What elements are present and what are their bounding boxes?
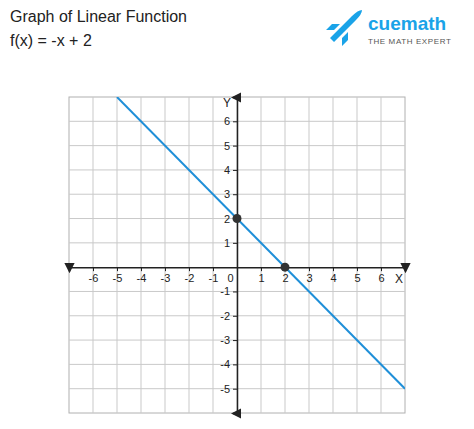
y-tick-mark	[233, 121, 237, 122]
y-tick-mark	[233, 243, 237, 244]
y-tick-mark	[233, 146, 237, 147]
y-tick-mark	[233, 170, 237, 171]
x-tick: -5	[113, 267, 123, 284]
y-tick: -5	[220, 383, 237, 395]
grid-line-x	[309, 97, 310, 413]
x-tick: 3	[306, 267, 312, 284]
y-tick-label: -3	[220, 334, 230, 346]
grid-line-x	[93, 97, 94, 413]
x-tick-mark	[93, 267, 94, 271]
x-tick-label: -2	[185, 272, 195, 284]
x-tick-mark	[165, 267, 166, 271]
y-tick: -3	[220, 334, 237, 346]
title: Graph of Linear Function	[10, 8, 187, 25]
y-tick: 5	[224, 140, 237, 152]
logo-icon	[326, 10, 362, 46]
x-tick-label: -3	[161, 272, 171, 284]
grid-line-x	[333, 97, 334, 413]
x-tick-label: -4	[137, 272, 147, 284]
x-tick: 1	[258, 267, 264, 284]
y-axis-line	[233, 98, 238, 414]
x-tick-label: 0	[227, 272, 233, 284]
grid-line-x	[213, 97, 214, 413]
chart: Graph of Linear Function f(x) = -x + 2 cue…	[0, 0, 474, 429]
y-tick: -2	[220, 310, 237, 322]
point	[281, 263, 290, 272]
x-tick-label: -6	[89, 272, 99, 284]
y-tick-label: 2	[224, 213, 230, 225]
y-tick: 1	[224, 237, 237, 249]
x-tick-label: 1	[258, 272, 264, 284]
subtitle: f(x) = -x + 2	[10, 32, 92, 49]
x-tick-mark	[141, 267, 142, 271]
y-axis: -5 -4 -3 -2 -1 1 2 3 4 5 6	[220, 98, 237, 414]
y-tick-mark	[233, 340, 237, 341]
function-line	[117, 97, 405, 389]
x-tick-mark	[357, 267, 358, 271]
grid	[69, 97, 405, 413]
y-tick: 6	[224, 115, 237, 127]
y-tick-label: -5	[220, 383, 230, 395]
y-tick: 3	[224, 188, 237, 200]
x-tick-label: 3	[306, 272, 312, 284]
x-tick-mark	[381, 267, 382, 271]
x-tick-mark	[261, 267, 262, 271]
y-tick: -1	[220, 285, 237, 297]
x-tick-label: -1	[209, 272, 219, 284]
y-tick-mark	[233, 194, 237, 195]
y-tick-label: 6	[224, 115, 230, 127]
y-tick: -4	[220, 358, 237, 370]
y-tick: 4	[224, 164, 237, 176]
x-tick: -3	[161, 267, 171, 284]
y-tick-mark	[233, 364, 237, 365]
grid-line-x	[285, 97, 286, 413]
x-tick-mark	[117, 267, 118, 271]
x-tick: -6	[89, 267, 99, 284]
x-tick: -2	[185, 267, 195, 284]
x-tick: -4	[137, 267, 147, 284]
x-tick: 4	[330, 267, 336, 284]
y-tick-label: -4	[220, 358, 230, 370]
x-tick-label: -5	[113, 272, 123, 284]
grid-line-x	[117, 97, 118, 413]
x-tick: 6	[378, 267, 384, 284]
logo-text: cuemath	[368, 13, 446, 34]
x-tick: 5	[354, 267, 360, 284]
grid-line-x	[141, 97, 142, 413]
y-tick-label: -1	[220, 285, 230, 297]
x-tick-label: 5	[354, 272, 360, 284]
point	[233, 214, 242, 223]
logo-tagline: THE MATH EXPERT	[368, 37, 451, 46]
x-tick-mark	[333, 267, 334, 271]
y-tick-mark	[233, 389, 237, 390]
grid-line-x	[189, 97, 190, 413]
y-tick-label: -2	[220, 310, 230, 322]
grid-line-x	[261, 97, 262, 413]
marks	[117, 97, 405, 389]
x-tick: 0	[227, 267, 237, 284]
grid-line-x	[357, 97, 358, 413]
plot-area	[69, 97, 405, 413]
x-tick: -1	[209, 267, 219, 284]
y-axis-title: Y	[223, 96, 231, 110]
x-axis-title: X	[395, 272, 403, 286]
x-tick-label: 4	[330, 272, 336, 284]
x-tick-label: 6	[378, 272, 384, 284]
y-tick-label: 4	[224, 164, 230, 176]
y-tick-label: 5	[224, 140, 230, 152]
y-tick-mark	[233, 291, 237, 292]
x-tick-mark	[189, 267, 190, 271]
y-tick-label: 3	[224, 188, 230, 200]
x-tick-mark	[309, 267, 310, 271]
x-tick-label: 2	[282, 272, 288, 284]
y-tick-label: 1	[224, 237, 230, 249]
y-tick-mark	[233, 316, 237, 317]
logo: cuemath THE MATH EXPERT	[326, 10, 451, 46]
x-tick-mark	[213, 267, 214, 271]
